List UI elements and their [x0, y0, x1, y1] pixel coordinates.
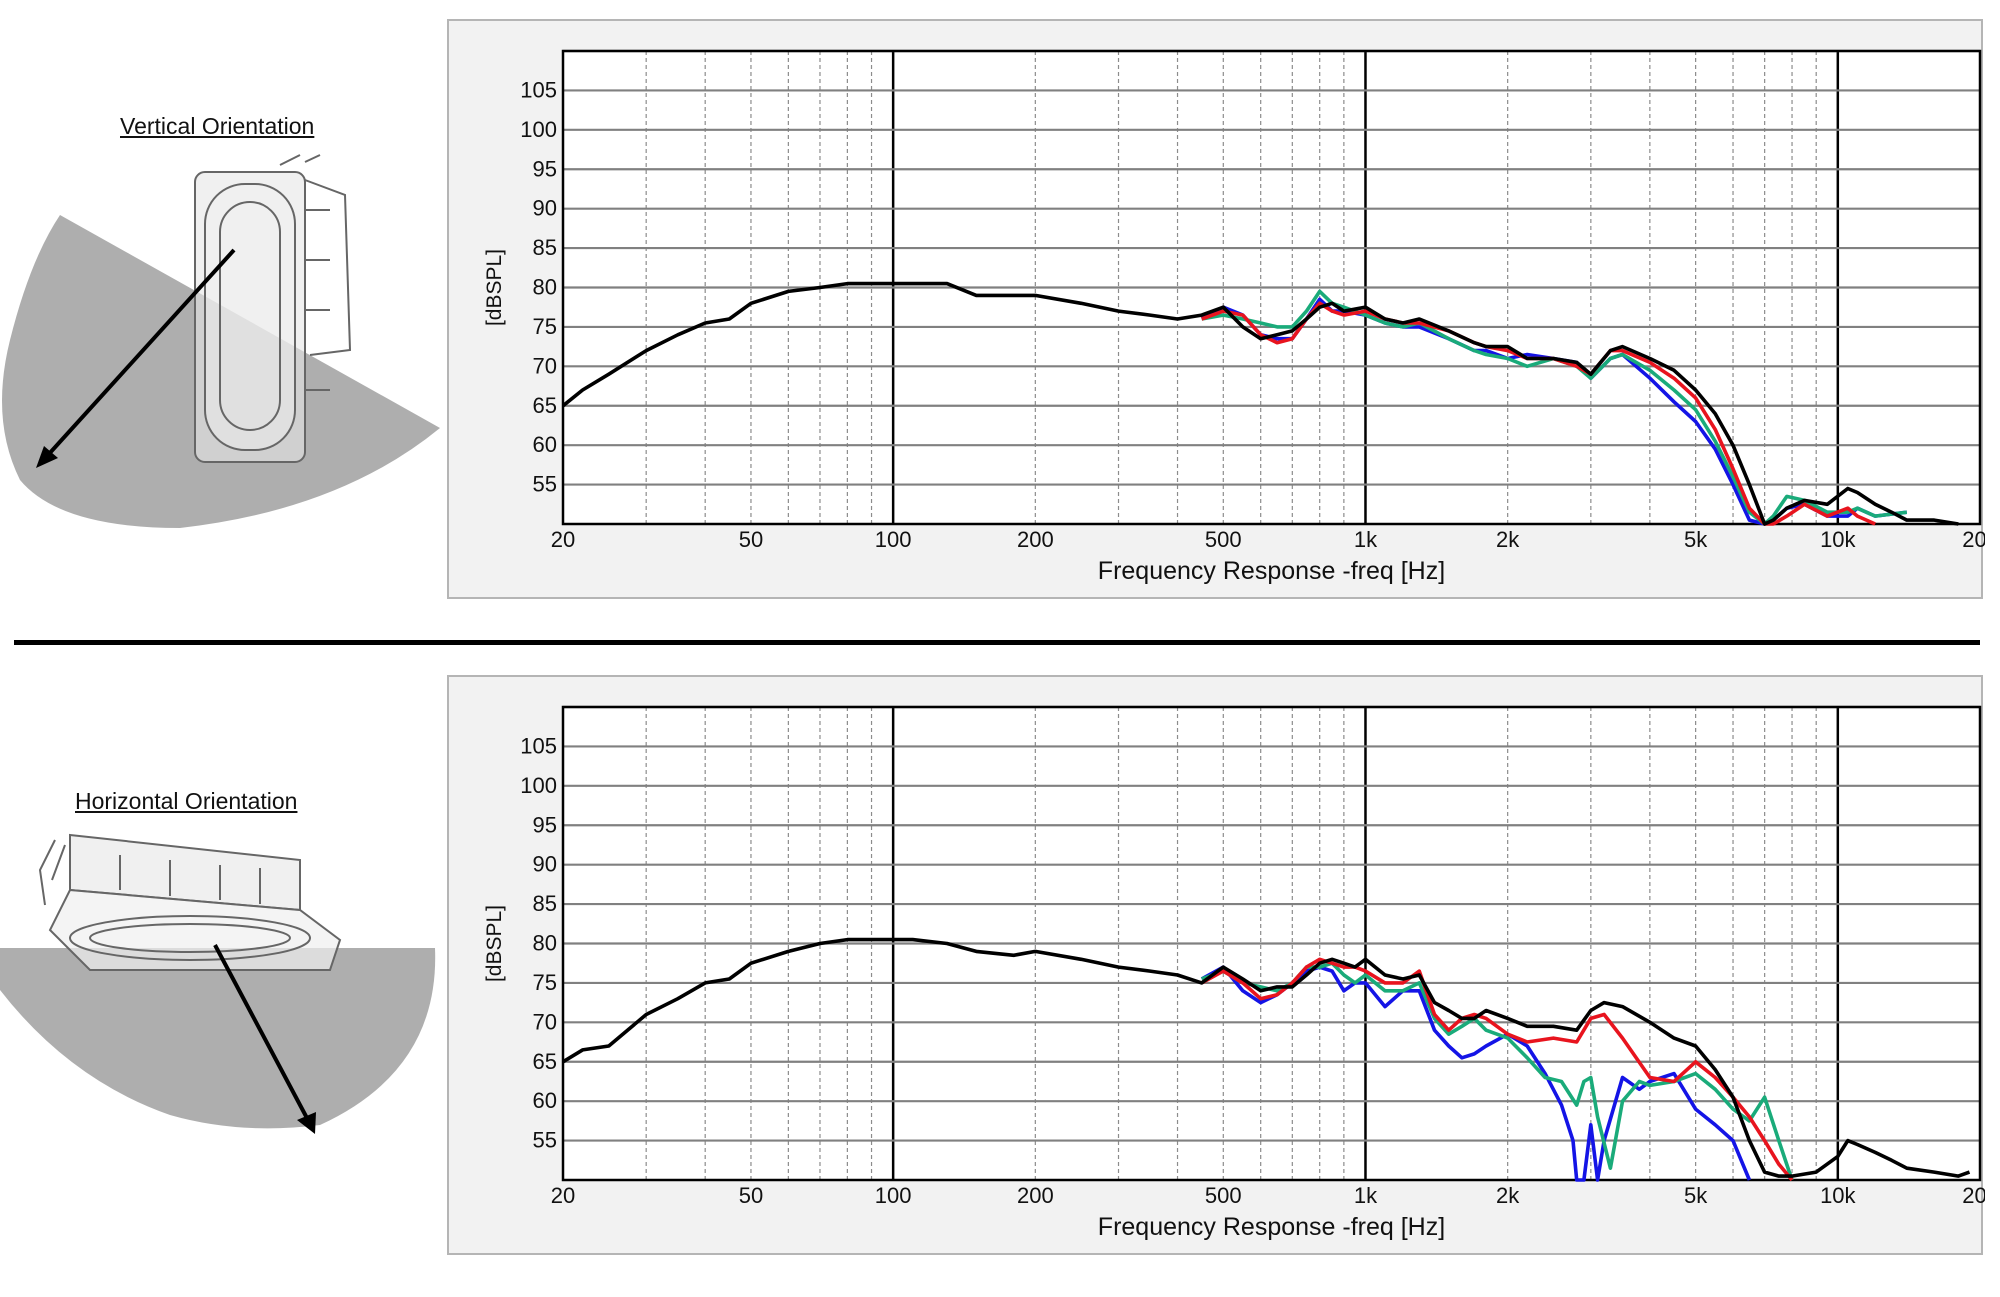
speaker-horizontal [38, 833, 342, 971]
series-layer [561, 281, 1959, 526]
horizontal-orientation-label: Horizontal Orientation [75, 788, 298, 814]
x-tick-label: 500 [1205, 1183, 1242, 1208]
y-tick-label: 85 [533, 891, 557, 916]
arrowhead-horizontal [297, 1112, 316, 1134]
y-tick-label: 75 [533, 314, 557, 339]
y-tick-label: 80 [533, 931, 557, 956]
chart-panel-vertical: 55 60 65 70 75 80 85 90 95 100 105 20 50 100 200 500 1k… [447, 19, 1985, 599]
y-tick-label: 65 [533, 393, 557, 418]
radiation-shadow-horizontal [0, 948, 436, 1129]
frequency-response-chart-horizontal: 55 60 65 70 75 80 85 90 95 100 105 20 50 100 200 500 1k… [483, 705, 1985, 1241]
x-tick-label: 50 [739, 1183, 763, 1208]
direction-arrow-vertical [46, 248, 236, 457]
arrowhead-vertical [36, 446, 58, 468]
x-tick-label: 2k [1496, 527, 1520, 552]
speaker-vertical [194, 154, 352, 463]
vertical-orientation-label: Vertical Orientation [120, 113, 315, 139]
direction-arrow-horizontal [213, 944, 310, 1121]
y-tick-label: 70 [533, 1009, 557, 1034]
y-tick-label: 95 [533, 156, 557, 181]
y-tick-label: 60 [533, 432, 557, 457]
y-tick-label: 105 [520, 77, 557, 102]
y-tick-label: 55 [533, 1128, 557, 1153]
x-tick-label: 10k [1820, 527, 1856, 552]
y-tick-label: 70 [533, 353, 557, 378]
x-tick-label: 20 [551, 527, 575, 552]
x-tick-label: 20 [551, 1183, 575, 1208]
series-line-1 [1200, 957, 1794, 1182]
x-axis-title: Frequency Response -freq [Hz] [1098, 1213, 1445, 1241]
y-axis-title: [dBSPL] [483, 249, 506, 326]
y-tick-label: 100 [520, 773, 557, 798]
frequency-response-chart-vertical: 55 60 65 70 75 80 85 90 95 100 105 20 50 100 200 500 1k… [483, 49, 1985, 585]
x-tick-label: 200 [1017, 527, 1054, 552]
series-layer [562, 937, 1971, 1182]
y-tick-labels: 55 60 65 70 75 80 85 90 95 100 105 [520, 77, 557, 496]
y-tick-label: 95 [533, 812, 557, 837]
x-tick-labels: 20 50 100 200 500 1k 2k 5k 10k 20k [551, 527, 1985, 552]
y-tick-label: 105 [520, 733, 557, 758]
y-tick-label: 80 [533, 275, 557, 300]
x-tick-label: 20k [1962, 527, 1985, 552]
plot-frame [561, 705, 1982, 1182]
x-axis-title: Frequency Response -freq [Hz] [1098, 557, 1445, 585]
vertical-speaker-illustration [2, 154, 440, 528]
y-tick-label: 60 [533, 1088, 557, 1113]
x-tick-label: 100 [875, 1183, 912, 1208]
x-tick-label: 2k [1496, 1183, 1520, 1208]
y-axis-title: [dBSPL] [483, 905, 506, 982]
series-line-0 [561, 281, 1959, 526]
chart-panel-horizontal: 55 60 65 70 75 80 85 90 95 100 105 20 50 100 200 500 1k… [447, 675, 1985, 1255]
y-tick-label: 75 [533, 970, 557, 995]
y-tick-label: 65 [533, 1049, 557, 1074]
x-tick-label: 200 [1017, 1183, 1054, 1208]
y-tick-label: 85 [533, 235, 557, 260]
x-tick-label: 10k [1820, 1183, 1856, 1208]
x-tick-labels: 20 50 100 200 500 1k 2k 5k 10k 20k [551, 1183, 1985, 1208]
x-tick-label: 100 [875, 527, 912, 552]
y-tick-labels: 55 60 65 70 75 80 85 90 95 100 105 [520, 733, 557, 1152]
y-tick-label: 90 [533, 852, 557, 877]
x-tick-label: 50 [739, 527, 763, 552]
section-divider [14, 640, 1980, 645]
y-tick-label: 55 [533, 472, 557, 497]
x-tick-label: 5k [1684, 527, 1708, 552]
series-line-0 [562, 937, 1971, 1178]
x-tick-label: 500 [1205, 527, 1242, 552]
y-tick-label: 90 [533, 196, 557, 221]
x-tick-label: 20k [1962, 1183, 1985, 1208]
x-tick-label: 1k [1354, 1183, 1378, 1208]
x-tick-label: 1k [1354, 527, 1378, 552]
y-tick-label: 100 [520, 117, 557, 142]
horizontal-speaker-illustration [0, 833, 436, 1134]
x-tick-label: 5k [1684, 1183, 1708, 1208]
plot-frame [561, 49, 1982, 526]
